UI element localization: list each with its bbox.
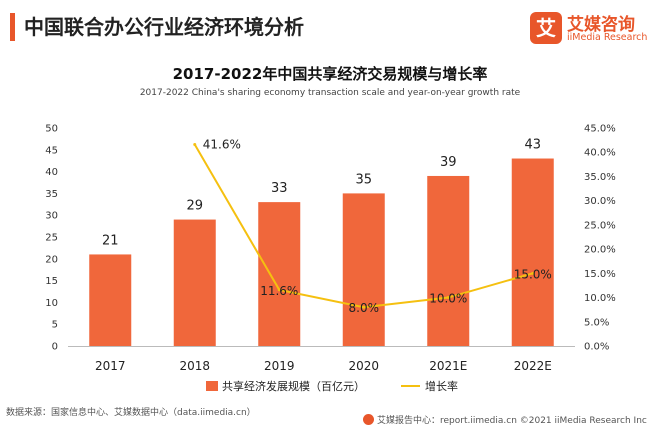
x-tick-label: 2019 xyxy=(264,359,295,373)
y-left-tick-label: 40 xyxy=(45,167,58,178)
y-left-tick-label: 20 xyxy=(45,254,58,265)
bar-2021E xyxy=(427,175,470,346)
x-tick-label: 2018 xyxy=(179,359,210,373)
y-right-tick-label: 5.0% xyxy=(584,317,609,328)
title-accent-bar xyxy=(10,13,15,41)
y-left-tick-label: 5 xyxy=(52,320,58,331)
y-left-tick-label: 10 xyxy=(45,298,58,309)
y-left-tick-label: 45 xyxy=(45,145,58,156)
logo-mark-icon: 艾 xyxy=(530,12,562,44)
y-left-tick-label: 50 xyxy=(45,124,58,135)
y-right-tick-label: 0.0% xyxy=(584,342,609,353)
y-left-tick-label: 30 xyxy=(45,211,58,222)
x-tick-label: 2022E xyxy=(514,359,552,373)
y-left-tick-label: 0 xyxy=(52,342,58,353)
iimedia-logo: 艾 艾媒咨询 iiMedia Research xyxy=(530,10,656,50)
bar-value-label: 39 xyxy=(440,155,457,170)
bar-value-label: 33 xyxy=(271,181,288,196)
legend-line-label: 增长率 xyxy=(425,379,458,393)
bar-2018 xyxy=(173,219,216,346)
x-tick-label: 2021E xyxy=(429,359,467,373)
bar-2022E xyxy=(511,158,554,346)
logo-name-en: iiMedia Research xyxy=(567,32,648,43)
y-left-tick-label: 15 xyxy=(45,276,58,287)
y-right-tick-label: 45.0% xyxy=(584,124,616,135)
footer-credit: 艾媒报告中心：report.iimedia.cn ©2021 iiMedia R… xyxy=(377,416,647,426)
growth-rate-label: 10.0% xyxy=(429,292,467,306)
bar-value-label: 35 xyxy=(355,172,372,187)
bar-value-label: 29 xyxy=(186,199,203,214)
legend-bar-swatch xyxy=(206,381,218,391)
page-title: 中国联合办公行业经济环境分析 xyxy=(24,15,304,39)
growth-rate-label: 11.6% xyxy=(260,284,298,298)
y-right-tick-label: 30.0% xyxy=(584,196,616,207)
y-right-tick-label: 25.0% xyxy=(584,220,616,231)
y-right-tick-label: 35.0% xyxy=(584,172,616,183)
bar-2017 xyxy=(89,254,132,346)
bar-2020 xyxy=(342,193,385,346)
growth-rate-label: 15.0% xyxy=(514,267,552,281)
footer-source: 数据来源：国家信息中心、艾媒数据中心（data.iimedia.cn） xyxy=(6,408,256,418)
y-right-tick-label: 10.0% xyxy=(584,293,616,304)
y-left-tick-label: 25 xyxy=(45,233,58,244)
growth-rate-label: 41.6% xyxy=(203,137,241,151)
y-right-tick-label: 15.0% xyxy=(584,269,616,280)
logo-name-cn: 艾媒咨询 xyxy=(567,15,635,35)
growth-rate-point xyxy=(446,296,450,300)
report-center-icon xyxy=(363,414,374,425)
growth-rate-label: 8.0% xyxy=(349,301,380,315)
growth-rate-point xyxy=(362,305,366,309)
x-tick-label: 2017 xyxy=(95,359,126,373)
chart-title: 2017-2022年中国共享经济交易规模与增长率 xyxy=(172,65,488,83)
x-tick-label: 2020 xyxy=(348,359,379,373)
bar-2019 xyxy=(258,202,301,346)
growth-rate-point xyxy=(531,271,535,275)
bar-value-label: 43 xyxy=(524,138,541,153)
y-left-tick-label: 35 xyxy=(45,189,58,200)
footer-credit-block: 艾媒报告中心：report.iimedia.cn ©2021 iiMedia R… xyxy=(363,413,647,426)
growth-rate-point xyxy=(193,142,197,146)
growth-rate-point xyxy=(277,288,281,292)
legend-bar-label: 共享经济发展规模（百亿元） xyxy=(222,379,365,393)
y-right-tick-label: 40.0% xyxy=(584,148,616,159)
bar-value-label: 21 xyxy=(102,233,119,248)
chart-subtitle: 2017-2022 China's sharing economy transa… xyxy=(139,88,521,98)
y-right-tick-label: 20.0% xyxy=(584,245,616,256)
